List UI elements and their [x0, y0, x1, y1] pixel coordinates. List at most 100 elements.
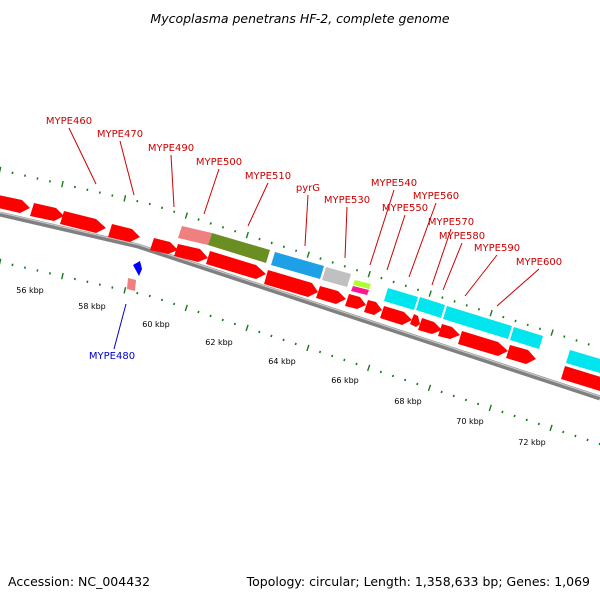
gene-label[interactable]: MYPE580 [439, 231, 485, 242]
ruler-major-tick [367, 270, 371, 278]
ruler-major-tick [428, 290, 432, 297]
cds-feature[interactable] [416, 297, 445, 318]
cds-feature[interactable] [264, 270, 318, 297]
cds-feature[interactable] [174, 244, 208, 262]
cds-feature[interactable] [316, 286, 346, 304]
ruler-minor-tick [513, 414, 516, 418]
ruler-minor-tick [586, 438, 589, 442]
ruler-minor-tick [526, 323, 529, 327]
cds-feature[interactable] [510, 327, 543, 349]
cds-feature[interactable] [322, 267, 351, 287]
ruler-minor-tick [173, 210, 176, 214]
cds-feature[interactable] [418, 318, 442, 334]
ruler-minor-tick [160, 206, 164, 210]
gene-label[interactable]: MYPE540 [371, 178, 417, 189]
cds-feature[interactable] [0, 195, 30, 213]
ruler-major-tick [61, 180, 64, 188]
label-leader-lines [68, 127, 540, 350]
ruler-minor-tick [197, 310, 200, 314]
ruler-minor-tick [209, 222, 212, 225]
ruler-minor-tick [477, 402, 480, 406]
ruler-minor-tick [465, 304, 468, 307]
cds-feature[interactable] [443, 306, 512, 339]
gene-label[interactable]: MYPE590 [474, 243, 520, 254]
scale-label: 60 kbp [142, 320, 170, 329]
ruler-minor-tick [221, 226, 225, 229]
ruler-minor-tick [404, 378, 407, 382]
cds-feature[interactable] [108, 224, 140, 242]
leader-line [408, 202, 437, 278]
ruler-minor-tick [343, 265, 346, 268]
leader-line [496, 268, 540, 307]
ruler-minor-tick [392, 280, 395, 284]
gene-label[interactable]: MYPE470 [97, 129, 143, 140]
cds-feature[interactable] [438, 324, 460, 339]
ruler-major-tick [427, 384, 432, 392]
ruler-minor-tick [331, 261, 334, 264]
ruler-minor-tick [453, 300, 456, 303]
gene-label[interactable]: MYPE510 [245, 171, 291, 182]
cds-feature[interactable] [353, 280, 371, 289]
ruler-minor-tick [318, 350, 322, 354]
cds-feature[interactable] [150, 238, 178, 254]
ruler-major-tick [489, 309, 493, 317]
ruler-minor-tick [416, 382, 419, 386]
ruler-major-tick [488, 404, 492, 412]
cds-feature[interactable] [351, 286, 369, 295]
ruler-minor-tick [270, 334, 273, 338]
ruler-minor-tick [258, 330, 261, 334]
ruler-minor-tick [233, 322, 237, 326]
leader-line [442, 242, 463, 291]
cds-feature-reverse[interactable] [133, 261, 142, 276]
cds-feature[interactable] [410, 314, 420, 327]
gene-label[interactable]: MYPE550 [382, 203, 428, 214]
gene-label[interactable]: MYPE600 [516, 257, 562, 268]
leader-line [369, 189, 395, 266]
gene-label[interactable]: MYPE460 [46, 116, 92, 127]
cds-feature[interactable] [271, 252, 324, 279]
leader-line [119, 140, 135, 196]
gene-label[interactable]: MYPE490 [148, 143, 194, 154]
cds-feature[interactable] [364, 300, 382, 315]
ruler-major-tick [306, 251, 310, 258]
gene-label-reverse[interactable]: MYPE480 [89, 351, 135, 362]
cds-feature[interactable] [458, 331, 508, 356]
cds-feature[interactable] [345, 294, 366, 309]
ruler-minor-tick [391, 374, 395, 378]
cds-feature[interactable] [60, 211, 106, 233]
cds-feature[interactable] [561, 366, 600, 391]
ruler-minor-tick [282, 338, 285, 342]
cds-feature[interactable] [178, 226, 212, 245]
ruler-minor-tick [440, 390, 443, 394]
cds-feature[interactable] [208, 233, 270, 263]
cds-feature[interactable] [566, 350, 600, 373]
cds-feature-reverse[interactable] [127, 278, 136, 291]
scale-label: 56 kbp [16, 286, 44, 295]
ruler-minor-tick [452, 394, 455, 398]
ruler-major-tick [184, 212, 189, 219]
cds-feature[interactable] [384, 288, 418, 310]
cds-feature[interactable] [506, 345, 536, 364]
gene-label[interactable]: pyrG [296, 183, 320, 194]
cds-feature[interactable] [30, 203, 64, 221]
ruler-minor-tick [416, 288, 420, 292]
ruler-minor-tick [537, 422, 541, 426]
gene-label[interactable]: MYPE560 [413, 191, 459, 202]
cds-feature[interactable] [380, 306, 412, 325]
cds-feature[interactable] [206, 251, 266, 279]
ruler-minor-tick [477, 307, 481, 311]
gene-label[interactable]: MYPE500 [196, 157, 242, 168]
ruler-minor-tick [380, 276, 383, 280]
ruler-minor-tick [319, 257, 322, 260]
leader-line [464, 254, 498, 297]
scale-labels: 56 kbp 58 kbp 60 kbp 62 kbp 64 kbp 66 kb… [16, 286, 546, 447]
ruler-minor-tick [502, 315, 505, 319]
gene-label[interactable]: MYPE570 [428, 217, 474, 228]
leader-line [304, 194, 309, 247]
ruler-minor-tick [209, 314, 212, 318]
leader-line [68, 127, 97, 185]
ruler-minor-tick [221, 318, 224, 322]
gene-label[interactable]: MYPE530 [324, 195, 370, 206]
gene-labels: MYPE460 MYPE470 MYPE490 MYPE500 MYPE510 … [46, 116, 562, 362]
